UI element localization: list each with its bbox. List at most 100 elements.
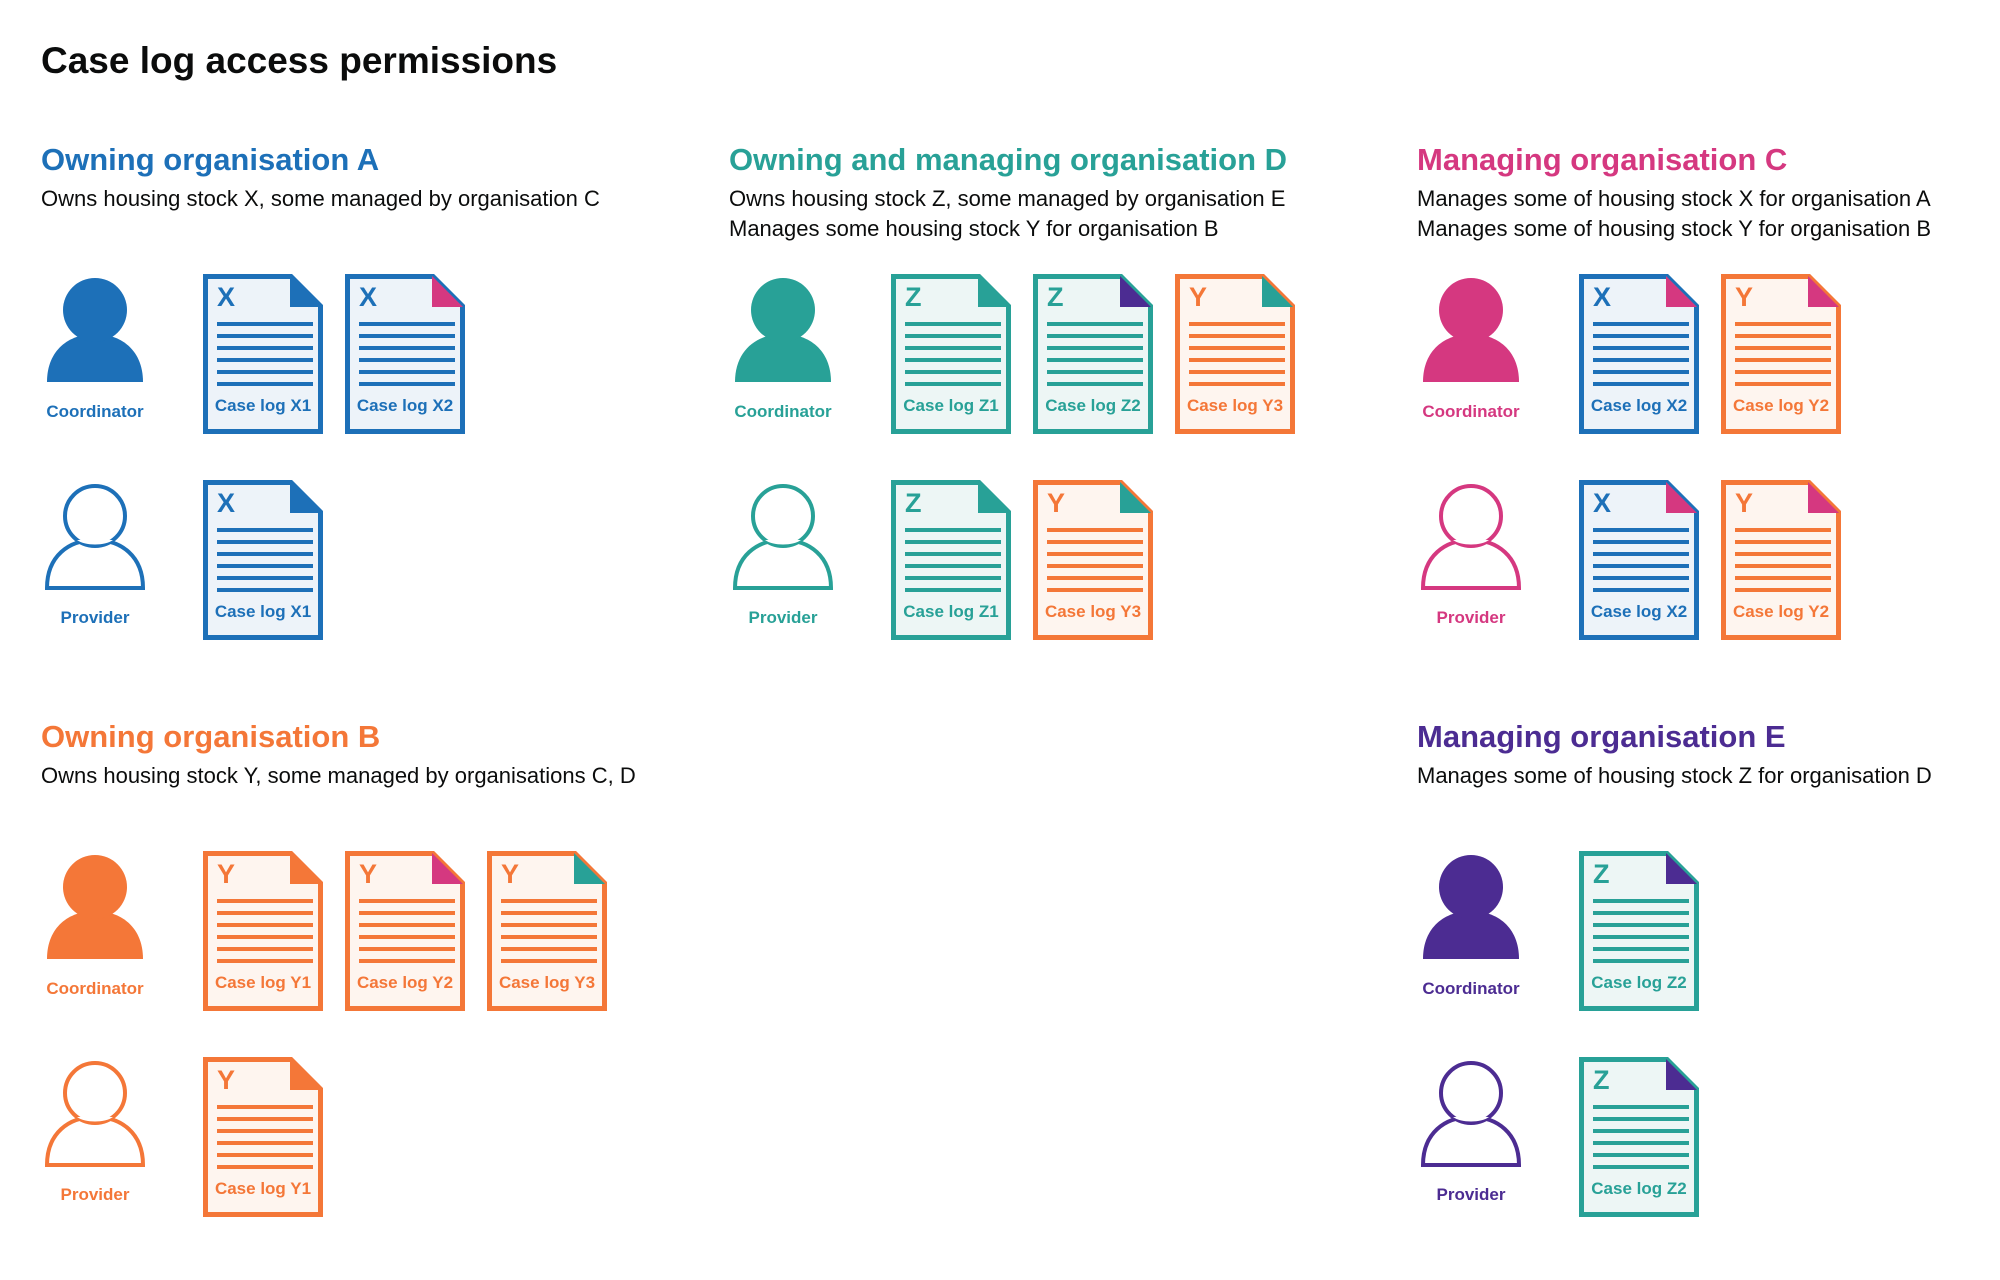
role-row-coordinator: Coordinator Z Case log Z1 Z Case log Z2 xyxy=(729,274,1389,439)
document-icon xyxy=(1721,480,1841,640)
case-log-label: Case log X2 xyxy=(1590,602,1688,621)
case-log-document[interactable]: X Case log X2 xyxy=(1579,274,1699,434)
role-row-coordinator: Coordinator X Case log X2 Y Case log Y2 xyxy=(1417,274,2000,439)
document-icon xyxy=(891,480,1011,640)
case-log-label: Case log Y1 xyxy=(214,973,312,992)
section-description: Manages some of housing stock Y for orga… xyxy=(1417,216,1932,241)
document-icon xyxy=(1721,274,1841,434)
stock-letter: Z xyxy=(1593,1065,1610,1095)
case-log-label: Case log X1 xyxy=(214,396,312,415)
case-log-document[interactable]: Y Case log Y2 xyxy=(1721,480,1841,640)
case-log-label: Case log X1 xyxy=(214,602,312,621)
case-log-document[interactable]: Z Case log Z2 xyxy=(1033,274,1153,434)
role-label: Coordinator xyxy=(46,979,144,998)
stock-letter: Y xyxy=(1047,488,1066,518)
stock-letter: X xyxy=(359,282,378,312)
person-outline-icon: Provider xyxy=(45,1061,145,1204)
role-label: Provider xyxy=(748,608,818,627)
role-row-provider: Provider Y Case log Y1 xyxy=(41,1057,701,1222)
stock-letter: Y xyxy=(1735,488,1754,518)
document-icon xyxy=(1033,480,1153,640)
person-filled-icon: Coordinator xyxy=(1421,278,1521,421)
stock-letter: X xyxy=(217,488,236,518)
person-outline-icon: Provider xyxy=(45,484,145,627)
stock-letter: Y xyxy=(217,1065,236,1095)
role-row-provider: Provider X Case log X2 Y Case log Y2 xyxy=(1417,480,2000,645)
section-description: Manages some of housing stock X for orga… xyxy=(1417,186,1931,211)
stock-letter: X xyxy=(217,282,236,312)
document-icon xyxy=(1579,274,1699,434)
role-row-provider: Provider Z Case log Z2 xyxy=(1417,1057,2000,1222)
section-heading: Managing organisation C xyxy=(1417,142,1788,177)
document-icon xyxy=(487,851,607,1011)
document-icon xyxy=(345,274,465,434)
document-icon xyxy=(203,480,323,640)
case-log-document[interactable]: Y Case log Y2 xyxy=(1721,274,1841,434)
case-log-document[interactable]: Y Case log Y1 xyxy=(203,1057,323,1217)
case-log-document[interactable]: X Case log X2 xyxy=(1579,480,1699,640)
role-label: Coordinator xyxy=(1422,979,1520,998)
case-log-label: Case log Z2 xyxy=(1591,1179,1687,1198)
case-log-label: Case log Y2 xyxy=(1732,396,1830,415)
section-owning-a: Owning organisation A Owns housing stock … xyxy=(41,140,701,640)
role-label: Provider xyxy=(60,1185,130,1204)
role-label: Provider xyxy=(1436,1185,1506,1204)
document-icon xyxy=(203,851,323,1011)
stock-letter: Z xyxy=(1593,859,1610,889)
section-heading: Managing organisation E xyxy=(1417,719,1786,754)
case-log-label: Case log Y1 xyxy=(214,1179,312,1198)
section-description: Manages some of housing stock Z for orga… xyxy=(1417,763,1932,788)
person-outline-icon: Provider xyxy=(1421,484,1521,627)
case-log-label: Case log X2 xyxy=(1590,396,1688,415)
person-outline-icon: Provider xyxy=(1421,1061,1521,1204)
case-log-document[interactable]: X Case log X1 xyxy=(203,274,323,434)
role-row-provider: Provider Z Case log Z1 Y Case log Y3 xyxy=(729,480,1389,645)
section-heading: Owning organisation A xyxy=(41,142,380,177)
case-log-label: Case log Z1 xyxy=(903,396,999,415)
case-log-document[interactable]: Y Case log Y2 xyxy=(345,851,465,1011)
case-log-label: Case log Y2 xyxy=(356,973,454,992)
person-filled-icon: Coordinator xyxy=(45,278,145,421)
section-heading: Owning organisation B xyxy=(41,719,381,754)
case-log-document[interactable]: X Case log X1 xyxy=(203,480,323,640)
case-log-document[interactable]: Z Case log Z2 xyxy=(1579,851,1699,1011)
person-filled-icon: Coordinator xyxy=(733,278,833,421)
case-log-document[interactable]: Y Case log Y3 xyxy=(487,851,607,1011)
case-log-document[interactable]: X Case log X2 xyxy=(345,274,465,434)
case-log-label: Case log Z2 xyxy=(1045,396,1141,415)
section-managing-c: Managing organisation C Manages some of h… xyxy=(1417,140,2000,640)
person-filled-icon: Coordinator xyxy=(1421,855,1521,998)
case-log-document[interactable]: Z Case log Z1 xyxy=(891,274,1011,434)
document-icon xyxy=(1579,851,1699,1011)
stock-letter: Z xyxy=(905,488,922,518)
case-log-label: Case log Z2 xyxy=(1591,973,1687,992)
page-title: Case log access permissions xyxy=(41,40,558,81)
section-description: Owns housing stock X, some managed by or… xyxy=(41,186,600,211)
stock-letter: X xyxy=(1593,488,1612,518)
case-log-label: Case log Y2 xyxy=(1732,602,1830,621)
person-outline-icon: Provider xyxy=(733,484,833,627)
case-log-label: Case log X2 xyxy=(356,396,454,415)
case-log-document[interactable]: Z Case log Z2 xyxy=(1579,1057,1699,1217)
stock-letter: Y xyxy=(1189,282,1208,312)
role-label: Coordinator xyxy=(46,402,144,421)
role-row-coordinator: Coordinator Y Case log Y1 Y Case log Y2 xyxy=(41,851,701,1016)
stock-letter: Y xyxy=(501,859,520,889)
document-icon xyxy=(1033,274,1153,434)
stock-letter: Z xyxy=(1047,282,1064,312)
case-log-document[interactable]: Y Case log Y3 xyxy=(1033,480,1153,640)
case-log-document[interactable]: Z Case log Z1 xyxy=(891,480,1011,640)
stock-letter: Y xyxy=(217,859,236,889)
stock-letter: Y xyxy=(1735,282,1754,312)
role-label: Provider xyxy=(1436,608,1506,627)
document-icon xyxy=(203,1057,323,1217)
document-icon xyxy=(1579,480,1699,640)
case-log-document[interactable]: Y Case log Y1 xyxy=(203,851,323,1011)
case-log-label: Case log Y3 xyxy=(1044,602,1142,621)
section-owning-b: Owning organisation B Owns housing stock … xyxy=(41,717,701,1217)
case-log-label: Case log Y3 xyxy=(1186,396,1284,415)
case-log-document[interactable]: Y Case log Y3 xyxy=(1175,274,1295,434)
document-icon xyxy=(345,851,465,1011)
section-description: Manages some housing stock Y for organis… xyxy=(729,216,1219,241)
role-label: Coordinator xyxy=(734,402,832,421)
